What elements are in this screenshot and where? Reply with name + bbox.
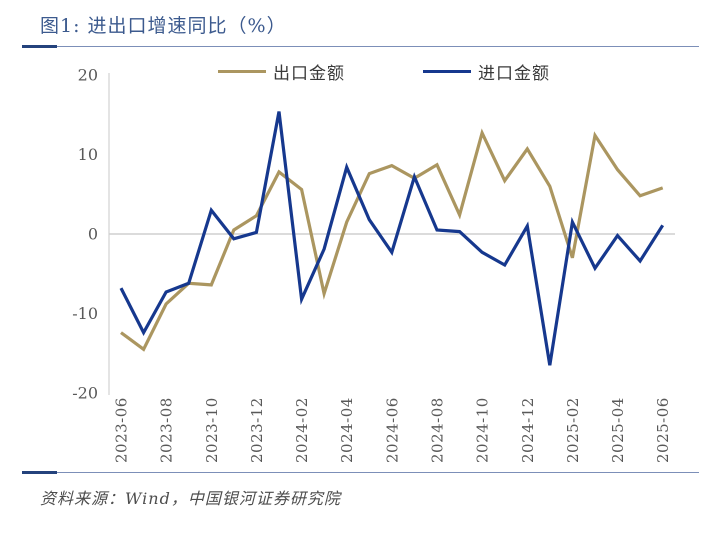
y-tick-label: 10 [78,145,98,164]
x-tick-label: 2023-12 [248,397,266,463]
x-tick-label: 2024-08 [428,397,446,463]
legend-label-export: 出口金额 [273,64,345,84]
legend-label-import: 进口金额 [478,64,550,84]
x-tick-label: 2025-04 [609,397,627,463]
x-tick-label: 2024-04 [338,397,356,463]
x-tick-label: 2025-06 [654,397,672,463]
x-tick-label: 2023-08 [158,397,176,463]
export-line-swatch [218,70,266,73]
x-tick-label: 2024-12 [519,397,537,463]
series-import-line [119,111,665,366]
chart-legend: 出口金额 进口金额 [0,59,720,84]
y-tick-label: 0 [88,225,98,244]
x-tick-label: 2024-10 [474,397,492,463]
x-tick-label: 2024-06 [383,397,401,463]
line-chart: 20 10 0 -10 -20 2023-06 2023-08 2023-10 2023-12 2… [72,66,675,463]
legend-item-import: 进口金额 [423,59,550,84]
title-divider [22,45,699,48]
y-tick-label: 20 [78,66,98,85]
x-tick-label: 2025-02 [564,397,582,463]
bottom-divider-line [57,472,699,473]
y-tick-label: -20 [72,384,98,403]
title-divider-line [57,46,699,47]
series-export-line [120,128,664,352]
bottom-divider-accent [22,471,57,474]
x-tick-label: 2023-10 [203,397,221,463]
source-note: 资料来源：Wind，中国银河证券研究院 [40,489,341,508]
figure-title: 图1: 进出口增速同比（%） [40,15,287,37]
title-divider-accent [22,45,57,48]
import-line-swatch [423,70,471,73]
x-tick-label: 2023-06 [113,397,131,463]
y-tick-label: -10 [72,304,98,323]
bottom-divider [22,471,699,474]
x-tick-label: 2024-02 [293,397,311,463]
legend-item-export: 出口金额 [218,59,345,84]
